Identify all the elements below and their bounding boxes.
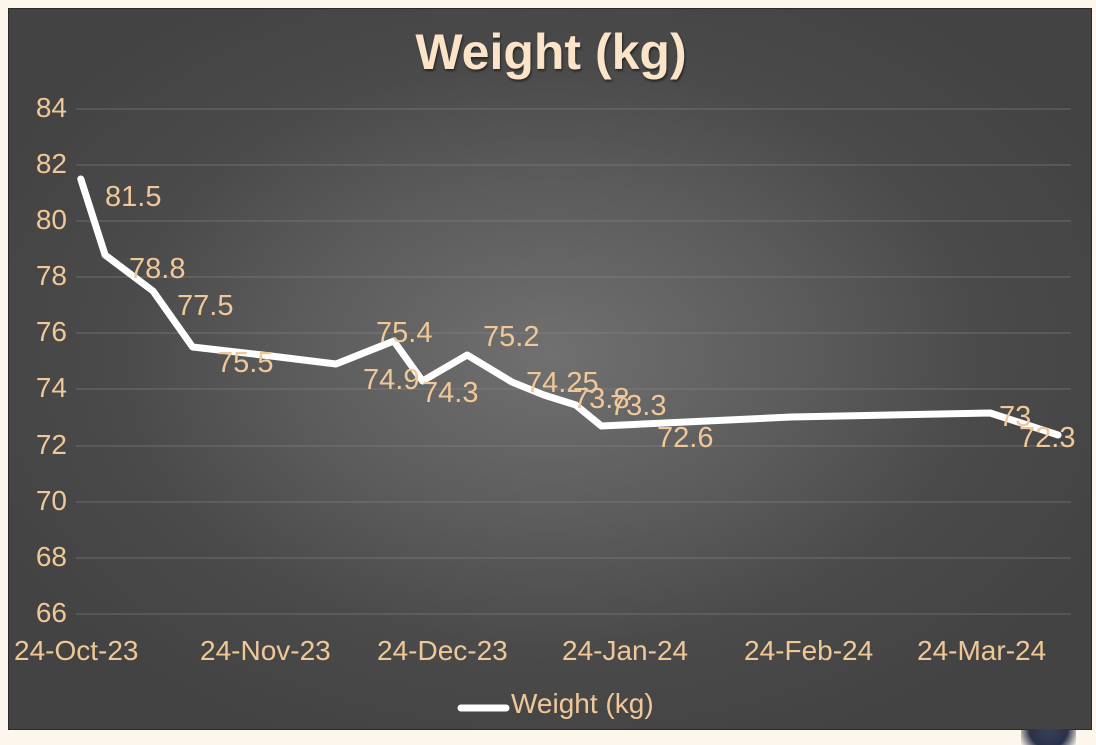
svg-text:77.5: 77.5 [177,290,233,322]
svg-text:75.2: 75.2 [483,321,539,353]
svg-text:84: 84 [36,92,67,123]
svg-text:72.6: 72.6 [657,422,713,454]
svg-text:24-Oct-23: 24-Oct-23 [14,635,139,666]
svg-text:75.5: 75.5 [217,347,273,379]
svg-text:72: 72 [36,429,67,460]
svg-text:24-Dec-23: 24-Dec-23 [377,635,508,666]
svg-text:68: 68 [36,541,67,572]
svg-text:74: 74 [36,372,67,403]
svg-text:78: 78 [36,260,67,291]
svg-text:24-Mar-24: 24-Mar-24 [917,635,1046,666]
svg-text:72.3: 72.3 [1019,422,1075,454]
svg-text:24-Nov-23: 24-Nov-23 [200,635,331,666]
svg-text:70: 70 [36,485,67,516]
svg-text:24-Jan-24: 24-Jan-24 [562,635,688,666]
svg-text:74.3: 74.3 [422,377,478,409]
svg-text:81.5: 81.5 [105,181,161,213]
svg-text:66: 66 [36,597,67,628]
svg-text:75.4: 75.4 [376,317,432,349]
svg-text:82: 82 [36,148,67,179]
svg-text:24-Feb-24: 24-Feb-24 [744,635,873,666]
svg-text:Weight (kg): Weight (kg) [511,688,654,719]
svg-text:78.8: 78.8 [129,253,185,285]
svg-text:80: 80 [36,204,67,235]
svg-text:73.3: 73.3 [610,390,666,422]
svg-text:74.9: 74.9 [363,364,419,396]
svg-text:76: 76 [36,316,67,347]
